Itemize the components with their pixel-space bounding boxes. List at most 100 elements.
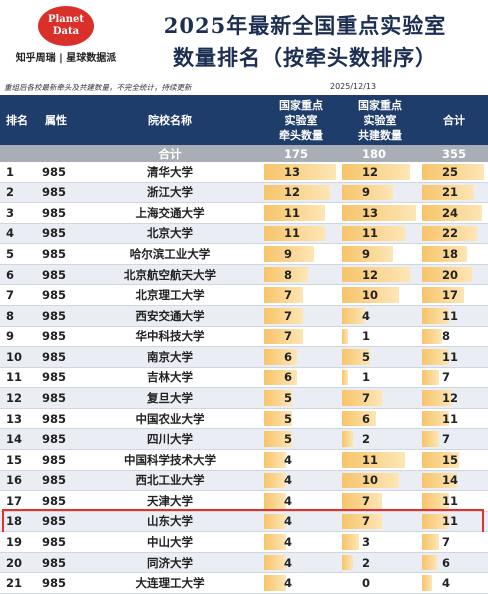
school-name: 中国科学技术大学 [124, 452, 216, 467]
value-bar [264, 225, 325, 242]
rank: 4 [6, 226, 15, 241]
school-name: 华中科技大学 [135, 329, 205, 344]
school-name: 四川大学 [147, 432, 193, 447]
value-bar [342, 225, 405, 242]
type: 985 [42, 391, 67, 406]
value: 5 [362, 349, 371, 364]
value: 5 [284, 432, 293, 447]
value: 15 [442, 452, 459, 467]
value: 4 [284, 473, 293, 488]
value-bar [264, 452, 287, 468]
type: 985 [42, 226, 67, 241]
value: 3 [362, 535, 371, 550]
value: 7 [362, 391, 371, 406]
value: 2 [362, 555, 371, 570]
rank: 6 [6, 267, 15, 282]
table-row: 15 985 中国科学技术大学 4 11 15 [0, 450, 488, 471]
value: 4 [284, 576, 293, 591]
table-row: 3 985 上海交通大学 11 13 24 [0, 203, 488, 224]
value-bar [342, 246, 394, 262]
value: 5 [284, 411, 293, 426]
value-bar [264, 308, 303, 324]
table-row: 11 985 吉林大学 6 1 7 [0, 367, 488, 389]
value-bar [342, 390, 382, 406]
value: 11 [442, 411, 459, 426]
rank: 17 [6, 493, 23, 508]
value-bar [422, 452, 460, 468]
column-header: 排名 [0, 95, 34, 145]
value: 11 [442, 349, 459, 364]
value-bar [342, 184, 394, 201]
value-bar [264, 431, 292, 447]
value: 8 [284, 267, 293, 282]
value: 11 [362, 452, 379, 467]
column-header: 国家重点 实验室 共建数量 [340, 95, 420, 145]
value: 10 [362, 473, 379, 488]
school-name: 吉林大学 [147, 370, 193, 385]
value: 4 [284, 452, 293, 467]
school-name: 同济大学 [147, 555, 193, 570]
table-row: 7 985 北京理工大学 7 10 17 [0, 285, 488, 306]
rank: 8 [6, 308, 15, 323]
logo: Planet Data [38, 6, 94, 46]
value: 2 [362, 432, 371, 447]
school-name: 北京航空航天大学 [124, 267, 216, 282]
highlight-box [2, 508, 484, 535]
header-line: 排名 [6, 113, 28, 127]
value-bar [264, 513, 287, 530]
value-bar [422, 431, 440, 447]
school-name: 西北工业大学 [135, 473, 205, 488]
rank: 11 [6, 370, 23, 385]
value: 1 [362, 370, 371, 385]
table-row: 9 985 华中科技大学 7 1 8 [0, 326, 488, 348]
value-bar [264, 164, 336, 180]
table-row: 18 985 山东大学 4 7 11 [0, 511, 488, 533]
value-bar [422, 410, 450, 427]
value: 21 [442, 185, 459, 200]
value: 7 [442, 432, 451, 447]
rank: 3 [6, 205, 15, 220]
header-line: 国家重点 [279, 98, 323, 112]
value-bar [422, 184, 475, 201]
school-name: 中山大学 [147, 535, 193, 550]
type: 985 [42, 247, 67, 262]
value: 10 [362, 288, 379, 303]
value-bar [422, 266, 472, 283]
table-row: 19 985 中山大学 4 3 7 [0, 532, 488, 553]
school-name: 北京大学 [147, 226, 193, 241]
total-value: 175 [284, 146, 309, 161]
value-bar [342, 513, 382, 530]
value: 20 [442, 267, 459, 282]
value-bar [342, 452, 405, 468]
column-header: 国家重点 实验室 牵头数量 [262, 95, 340, 145]
value: 22 [442, 226, 459, 241]
value-bar [264, 534, 287, 550]
table-row: 4 985 北京大学 11 11 22 [0, 223, 488, 245]
header-line: 合计 [443, 113, 465, 127]
value-bar [422, 369, 440, 386]
school-name: 中国农业大学 [135, 411, 205, 426]
title: 数量排名（按牵头数排序） [173, 45, 437, 70]
school-name: 清华大学 [147, 164, 193, 179]
type: 985 [42, 308, 67, 323]
value-bar [422, 349, 450, 365]
header-line: 实验室 [363, 113, 397, 127]
school-name: 大连理工大学 [135, 576, 205, 591]
value: 7 [362, 493, 371, 508]
value-bar [422, 287, 465, 303]
value-bar [422, 575, 432, 591]
value-bar [422, 390, 452, 406]
type: 985 [42, 164, 67, 179]
rank: 13 [6, 411, 23, 426]
value: 12 [362, 267, 379, 282]
type: 985 [42, 411, 67, 426]
table-row: 10 985 南京大学 6 5 11 [0, 347, 488, 368]
value: 9 [362, 185, 371, 200]
value: 4 [284, 535, 293, 550]
value: 9 [362, 247, 371, 262]
type: 985 [42, 432, 67, 447]
value: 11 [442, 308, 459, 323]
rank: 18 [6, 514, 23, 529]
value: 4 [284, 514, 293, 529]
value: 7 [442, 535, 451, 550]
